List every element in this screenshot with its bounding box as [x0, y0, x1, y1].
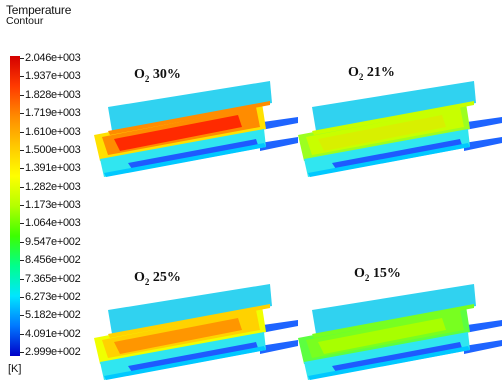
colorbar-tick-label: 1.719e+003	[25, 107, 81, 120]
oxygen-percent: 30%	[149, 67, 181, 82]
colorbar-tick-label: 6.273e+002	[25, 290, 81, 303]
back-plane	[108, 81, 272, 131]
colorbar-tick-label: 1.610e+003	[25, 125, 81, 138]
colorbar-tick-mark	[20, 113, 24, 115]
colorbar-tick-label: 1.500e+003	[25, 143, 81, 156]
colorbar-tick-label: 7.365e+002	[25, 272, 81, 285]
upper-edge	[108, 304, 270, 338]
legend-unit: [K]	[8, 363, 22, 375]
panel-label: O2 21%	[348, 65, 395, 82]
colorbar-tick-mark	[20, 58, 24, 59]
panel-label: O2 15%	[354, 266, 401, 283]
oxygen-subscript: 2	[358, 71, 364, 82]
oxygen-subscript: 2	[144, 276, 150, 287]
contour-plot	[298, 81, 502, 177]
outlet-pipe-upper	[460, 117, 502, 131]
cold-band	[128, 139, 258, 169]
outlet-pipe-lower	[260, 340, 298, 354]
colorbar-tick-mark	[20, 76, 24, 78]
legend-title: Temperature	[6, 3, 72, 17]
colorbar-tick-label: 8.456e+002	[25, 254, 81, 267]
back-plane	[312, 284, 476, 334]
colorbar-tick-mark	[20, 131, 24, 133]
contour-plot	[94, 81, 298, 177]
colorbar-tick-mark	[20, 278, 24, 280]
panel-label: O2 25%	[134, 270, 181, 287]
outlet-pipe-lower	[464, 340, 502, 354]
bottom-edge	[308, 143, 470, 177]
cold-band	[332, 139, 462, 169]
colorbar-tick-label: 2.999e+002	[25, 346, 81, 358]
contour-panel: O2 30%	[88, 55, 298, 177]
temperature-colorbar	[10, 56, 20, 356]
colorbar-tick-label: 1.391e+003	[25, 162, 81, 175]
colorbar-tick-label: 1.064e+003	[25, 217, 81, 230]
panel-label: O2 30%	[134, 67, 181, 84]
colorbar-tick-mark	[20, 205, 24, 206]
oxygen-percent: 21%	[363, 65, 395, 80]
contour-panel: O2 15%	[292, 258, 502, 380]
hot-core	[318, 115, 446, 151]
colorbar-tick-mark	[20, 186, 24, 188]
colorbar-tick-mark	[20, 223, 24, 225]
colorbar-tick-mark	[20, 94, 24, 96]
colorbar-tick-label: 1.282e+003	[25, 180, 81, 193]
cold-band	[332, 342, 462, 372]
back-plane	[312, 81, 476, 131]
outlet-pipe-lower	[464, 137, 502, 151]
colorbar-tick-label: 2.046e+003	[25, 52, 81, 64]
colorbar-tick-label: 1.173e+003	[25, 199, 81, 211]
oxygen-subscript: 2	[144, 73, 150, 84]
oxygen-percent: 15%	[369, 266, 401, 281]
outlet-pipe-upper	[460, 320, 502, 334]
oxygen-symbol: O	[134, 270, 145, 285]
colorbar-tick-mark	[20, 241, 24, 243]
colorbar-tick-label: 5.182e+002	[25, 309, 81, 322]
oxygen-percent: 25%	[149, 270, 181, 285]
hot-core	[318, 318, 446, 354]
upper-edge	[312, 101, 474, 135]
colorbar-tick-mark	[20, 260, 24, 262]
colorbar-tick-mark	[20, 296, 24, 298]
contour-panel: O2 25%	[88, 258, 298, 380]
colorbar-tick-mark	[20, 333, 24, 335]
hot-core	[114, 115, 242, 151]
contour-panel: O2 21%	[292, 55, 502, 177]
upper-edge	[108, 101, 270, 135]
colorbar-tick-label: 1.828e+003	[25, 88, 81, 101]
hot-core	[114, 318, 242, 354]
colorbar-tick-mark	[20, 352, 24, 353]
bottom-edge	[308, 346, 470, 380]
outlet-pipe-lower	[260, 137, 298, 151]
contour-plot	[298, 284, 502, 380]
back-plane	[108, 284, 272, 334]
outlet-pipe-upper	[256, 320, 298, 334]
upper-edge	[312, 304, 474, 338]
colorbar-tick-mark	[20, 149, 24, 151]
colorbar-tick-label: 9.547e+002	[25, 235, 81, 248]
contour-plot	[94, 284, 298, 380]
oxygen-symbol: O	[134, 67, 145, 82]
colorbar-tick-label: 4.091e+002	[25, 327, 81, 340]
bottom-edge	[104, 143, 266, 177]
oxygen-symbol: O	[348, 65, 359, 80]
oxygen-symbol: O	[354, 266, 365, 281]
cold-band	[128, 342, 258, 372]
oxygen-subscript: 2	[364, 272, 370, 283]
colorbar-tick-mark	[20, 315, 24, 317]
outlet-pipe-upper	[256, 117, 298, 131]
colorbar-tick-label: 1.937e+003	[25, 70, 81, 83]
legend-subtitle: Contour	[6, 15, 44, 27]
colorbar-tick-mark	[20, 168, 24, 170]
bottom-edge	[104, 346, 266, 380]
